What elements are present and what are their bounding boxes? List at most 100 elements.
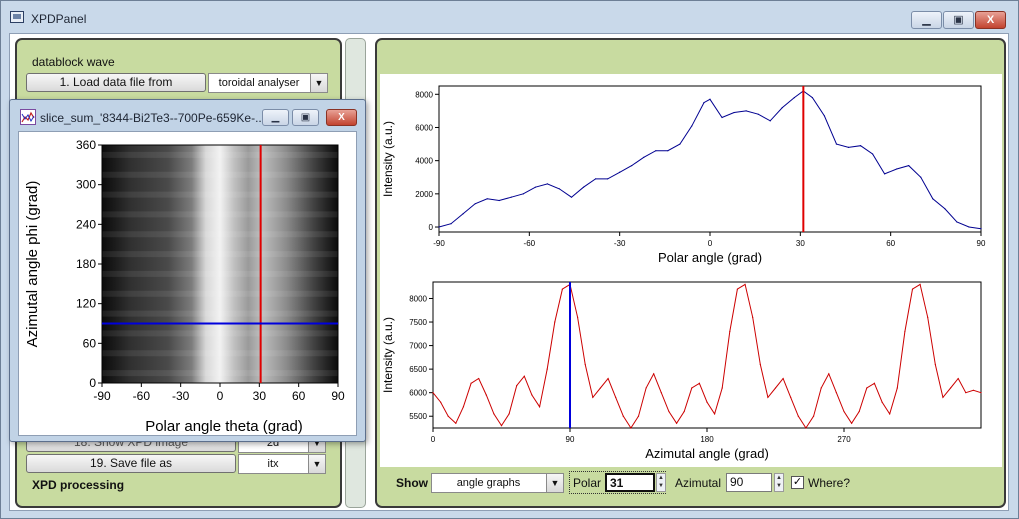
data-point [570, 196, 573, 198]
x-tick-label: -60 [524, 239, 536, 248]
chevron-down-icon[interactable]: ▼ [308, 455, 325, 473]
slice-maximize-button[interactable]: ▣ [292, 109, 319, 126]
polar-input[interactable]: 31 [605, 473, 655, 492]
plot-frame [438, 85, 982, 233]
data-point [558, 188, 561, 190]
data-point [432, 392, 434, 394]
data-point [721, 387, 723, 389]
slice-minimize-button[interactable]: ▁ [262, 109, 289, 126]
data-point [745, 110, 747, 112]
chevron-down-icon[interactable]: ▼ [546, 474, 563, 492]
data-point [486, 198, 488, 200]
data-point [805, 427, 807, 429]
x-axis-label: Azimutal angle (grad) [645, 446, 769, 461]
data-point [884, 173, 886, 175]
data-point [744, 283, 746, 285]
azimutal-stepper[interactable]: ▲ ▼ [774, 473, 784, 492]
x-tick-label: 0 [217, 389, 224, 403]
data-point [637, 415, 640, 417]
data-point [965, 392, 967, 394]
y-tick-label: 60 [83, 336, 97, 350]
data-point [714, 413, 716, 415]
x-tick-label: 0 [708, 239, 713, 248]
data-point [866, 387, 868, 389]
data-point [872, 153, 874, 155]
where-checkbox[interactable]: ✓ [791, 476, 804, 489]
data-point [968, 226, 970, 228]
data-point [729, 330, 731, 333]
data-point [709, 98, 711, 100]
data-point [582, 186, 585, 188]
slice-x-axis-label: Polar angle theta (grad) [145, 418, 303, 435]
data-point [691, 387, 693, 389]
data-point [703, 101, 705, 104]
data-point [733, 111, 735, 114]
app-icon [10, 11, 24, 23]
data-point [927, 316, 929, 318]
data-point [759, 363, 761, 366]
y-tick-label: 8000 [409, 294, 427, 303]
plot-frame [432, 281, 982, 429]
data-point [531, 394, 533, 396]
maximize-button[interactable]: ▣ [943, 11, 974, 29]
x-tick-label: 0 [431, 435, 436, 444]
slice-client-area: -90 -60 -30 0 30 60 90 0 60 120 180 240 300 360 Polar … [18, 131, 357, 436]
data-point [767, 396, 769, 398]
save-format-select[interactable]: itx ▼ [238, 454, 326, 474]
data-point [752, 316, 754, 318]
data-point [980, 228, 982, 230]
polar-angle-chart: -90 -60 -30 0 30 60 90 0 2000 4000 6000 8000 Polar a… [381, 85, 986, 265]
save-file-button[interactable]: 19. Save file as [26, 454, 236, 473]
data-point [668, 410, 670, 413]
data-point [594, 178, 597, 180]
y-tick-label: 6500 [409, 365, 427, 374]
data-point [523, 375, 525, 377]
data-point [630, 427, 632, 429]
close-button[interactable]: X [975, 11, 1006, 29]
data-point [889, 413, 891, 415]
data-point [534, 186, 536, 188]
x-tick-label: 60 [292, 389, 306, 403]
x-tick-label: 90 [566, 435, 575, 444]
y-tick-label: 6000 [409, 389, 427, 398]
chevron-down-icon[interactable]: ▼ [310, 74, 327, 92]
load-source-select[interactable]: toroidal analyser ▼ [208, 73, 328, 93]
data-point [934, 363, 936, 366]
data-point [607, 377, 609, 380]
title-bar[interactable]: XPDPanel ▁ ▣ X [1, 1, 1018, 35]
data-point [944, 208, 946, 210]
where-label: Where? [808, 476, 851, 490]
azimutal-input[interactable]: 90 [726, 473, 772, 492]
data-point [683, 410, 685, 413]
data-point [679, 143, 681, 145]
data-point [655, 150, 657, 152]
x-tick-label: -30 [172, 389, 190, 403]
data-point [643, 156, 645, 158]
data-point [599, 387, 602, 389]
x-axis-label: Polar angle (grad) [658, 250, 762, 265]
data-point [653, 373, 655, 375]
data-point [592, 396, 594, 398]
data-point [675, 422, 678, 424]
data-point [508, 413, 510, 415]
y-tick-label: 360 [76, 138, 96, 152]
data-point [793, 97, 795, 99]
data-point [942, 396, 944, 398]
data-point [812, 415, 815, 417]
show-select[interactable]: angle graphs ▼ [431, 473, 564, 493]
y-tick-label: 7500 [409, 318, 427, 327]
data-point [619, 171, 621, 173]
azimutal-angle-chart: 0 90 180 270 5500 6000 6500 7000 7500 8000 Azimuta… [381, 281, 982, 461]
polar-stepper[interactable]: ▲ ▼ [656, 473, 666, 492]
azimutal-label: Azimutal [675, 476, 722, 490]
data-point [847, 146, 850, 148]
x-tick-label: 30 [796, 239, 805, 248]
data-point [462, 213, 464, 215]
data-point [782, 377, 784, 380]
slice-close-button[interactable]: X [326, 109, 357, 126]
minimize-button[interactable]: ▁ [911, 11, 942, 29]
y-tick-label: 240 [76, 217, 96, 231]
x-tick-label: -30 [614, 239, 626, 248]
y-tick-label: 0 [429, 223, 434, 232]
load-data-file-button[interactable]: 1. Load data file from [26, 73, 206, 92]
